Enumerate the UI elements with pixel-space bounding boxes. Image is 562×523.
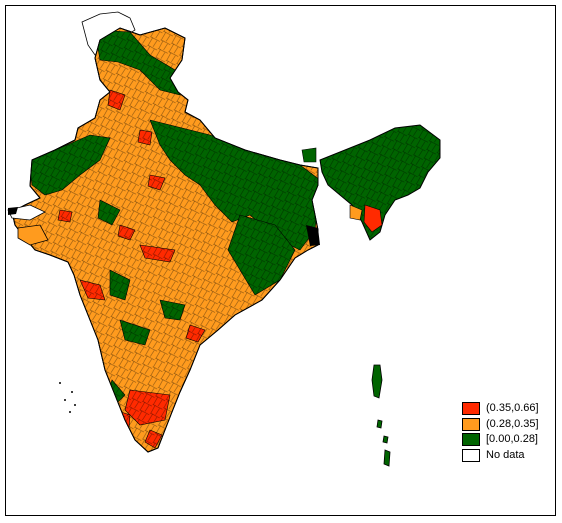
region-delta-dark	[306, 225, 320, 246]
legend-swatch-mid	[462, 417, 480, 431]
region-northeast-high	[363, 204, 383, 233]
map-legend: (0.35,0.66] (0.28,0.35] [0.00,0.28] No d…	[462, 401, 539, 463]
legend-item-high: (0.35,0.66]	[462, 401, 539, 417]
region-northeast-mid	[349, 204, 363, 221]
legend-label-high: (0.35,0.66]	[486, 402, 539, 415]
legend-swatch-nodata	[462, 448, 480, 462]
legend-item-nodata: No data	[462, 448, 539, 464]
region-west-peninsula	[17, 224, 49, 246]
legend-item-mid: (0.28,0.35]	[462, 417, 539, 433]
region-sikkim	[301, 147, 317, 163]
legend-label-mid: (0.28,0.35]	[486, 417, 539, 430]
legend-label-low: [0.00,0.28]	[486, 433, 538, 446]
legend-swatch-high	[462, 402, 480, 416]
islands-andaman	[371, 364, 391, 467]
islands-lakshadweep	[59, 382, 76, 413]
legend-label-nodata: No data	[486, 448, 525, 461]
region-west-dark	[8, 207, 18, 215]
legend-item-low: [0.00,0.28]	[462, 432, 539, 448]
legend-swatch-low	[462, 433, 480, 447]
